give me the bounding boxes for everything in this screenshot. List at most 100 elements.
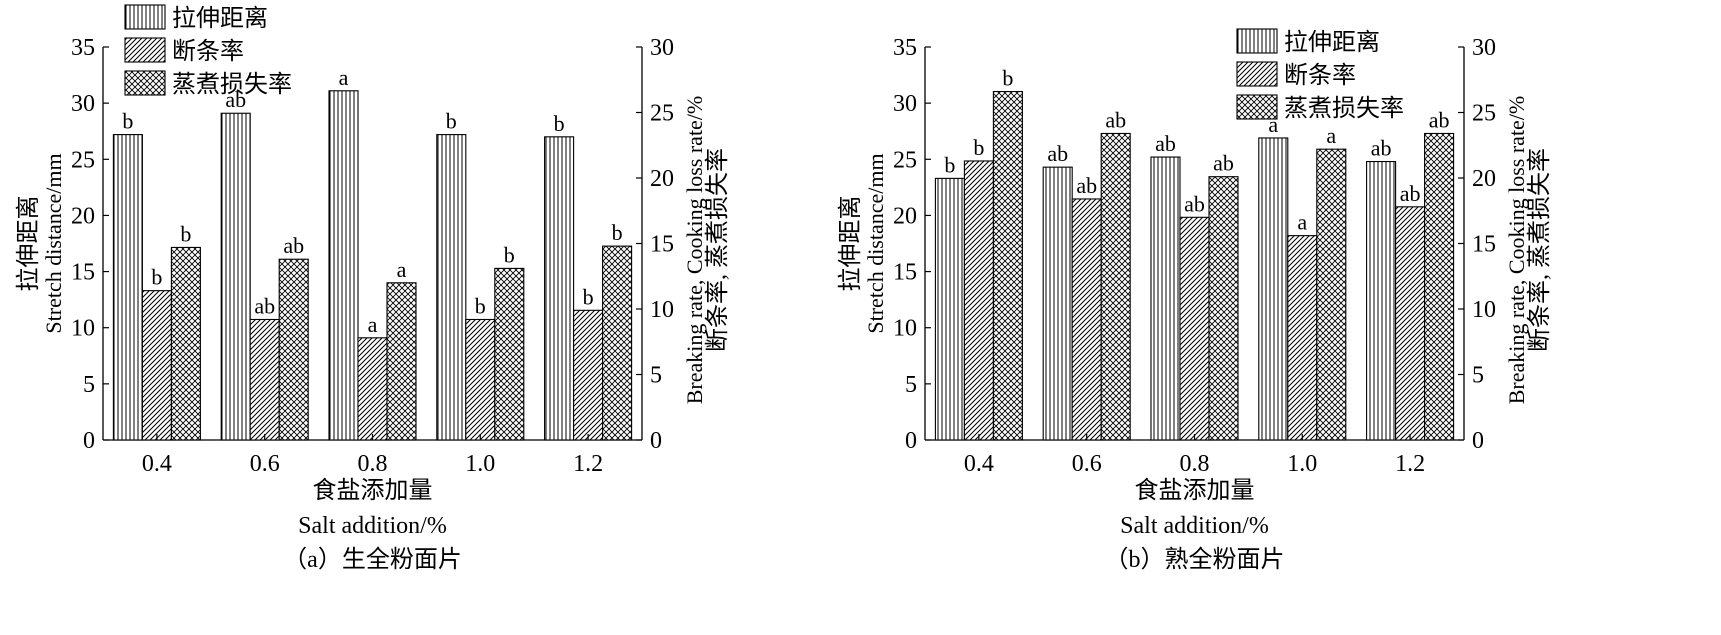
bar — [141, 290, 172, 441]
y-left-tick-label: 25 — [71, 147, 95, 173]
y-left-tick-label: 35 — [71, 35, 95, 61]
bar — [170, 246, 201, 441]
y-left-title-cn: 拉伸距离 — [837, 196, 864, 292]
panel-b: 05101520253035051015202530bbb0.4ababab0.… — [837, 28, 1553, 573]
x-tick-label: 1.2 — [1395, 451, 1425, 477]
bar — [1258, 137, 1289, 441]
y-right-title-cn: 断条率, 蒸煮损失率 — [1526, 148, 1553, 352]
x-tick-label: 0.6 — [250, 451, 280, 477]
x-tick-label: 0.4 — [142, 451, 172, 477]
legend-swatch — [1236, 28, 1278, 54]
legend-label: 蒸煮损失率 — [1284, 95, 1404, 122]
legend-label: 断条率 — [172, 38, 244, 65]
bar-significance-label: a — [397, 257, 407, 282]
bar-significance-label: ab — [1213, 151, 1234, 176]
x-tick-label: 1.2 — [573, 451, 603, 477]
legend-swatch — [1236, 94, 1278, 120]
legend-label: 拉伸距离 — [1284, 29, 1380, 56]
y-left-tick-label: 5 — [905, 372, 917, 398]
y-left-title-en: Stretch distance/mm — [863, 153, 888, 333]
legend-swatch — [124, 70, 166, 96]
y-right-tick-label: 20 — [650, 166, 674, 192]
bar — [602, 245, 633, 441]
y-right-tick-label: 25 — [650, 101, 674, 127]
bar — [328, 90, 359, 441]
bar-significance-label: a — [339, 65, 349, 90]
y-right-title-en: Breaking rate, Cooking loss rate/% — [682, 96, 707, 405]
y-left-tick-label: 0 — [83, 428, 95, 454]
bar-significance-label: ab — [1076, 173, 1097, 198]
y-right-tick-label: 5 — [1472, 363, 1484, 389]
bar — [1100, 132, 1131, 441]
y-left-tick-label: 30 — [893, 91, 917, 117]
bar — [1208, 176, 1239, 441]
bar-significance-label: b — [122, 109, 133, 134]
y-right-title-cn: 断条率, 蒸煮损失率 — [704, 148, 731, 352]
y-right-tick-label: 0 — [1472, 428, 1484, 454]
legend-label: 拉伸距离 — [172, 5, 268, 32]
bar — [992, 90, 1023, 441]
bar — [112, 134, 143, 441]
bar-significance-label: b — [583, 284, 594, 309]
y-right-tick-label: 10 — [650, 297, 674, 323]
bar-significance-label: b — [612, 220, 623, 245]
bar — [544, 136, 575, 441]
bar — [249, 318, 280, 441]
y-right-tick-label: 20 — [1472, 166, 1496, 192]
x-axis-title-cn: 食盐添加量 — [313, 477, 433, 504]
y-right-title-en: Breaking rate, Cooking loss rate/% — [1504, 96, 1529, 405]
bar-significance-label: b — [504, 242, 515, 267]
bar-significance-label: ab — [254, 293, 275, 318]
x-tick-label: 0.8 — [1180, 451, 1210, 477]
bar — [1071, 198, 1102, 441]
x-tick-label: 1.0 — [1287, 451, 1317, 477]
panel-caption: （a）生全粉面片 — [283, 546, 462, 573]
y-left-tick-label: 15 — [893, 260, 917, 286]
y-left-tick-label: 0 — [905, 428, 917, 454]
y-left-tick-label: 15 — [71, 260, 95, 286]
bar — [1150, 156, 1181, 441]
bar-significance-label: b — [475, 293, 486, 318]
panel-a: 05101520253035051015202530bbb0.4ababab0.… — [15, 4, 731, 573]
bar — [1316, 148, 1347, 441]
bar — [1042, 166, 1073, 441]
bar — [386, 282, 417, 441]
bar — [1366, 160, 1397, 441]
x-tick-label: 0.6 — [1072, 451, 1102, 477]
bar-significance-label: a — [1297, 210, 1307, 235]
y-left-tick-label: 25 — [893, 147, 917, 173]
bar-significance-label: ab — [283, 233, 304, 258]
bar-significance-label: b — [151, 265, 162, 290]
bar — [1424, 132, 1455, 441]
panel-caption: （b）熟全粉面片 — [1105, 546, 1285, 573]
bar — [1395, 206, 1426, 441]
bar — [436, 134, 467, 441]
bar-significance-label: ab — [225, 87, 246, 112]
x-tick-label: 0.8 — [358, 451, 388, 477]
x-axis-title-en: Salt addition/% — [298, 513, 447, 539]
bar-significance-label: ab — [1371, 136, 1392, 161]
y-right-tick-label: 0 — [650, 428, 662, 454]
bar-significance-label: ab — [1105, 107, 1126, 132]
y-right-tick-label: 15 — [650, 232, 674, 258]
y-left-title-cn: 拉伸距离 — [15, 196, 42, 292]
y-left-tick-label: 20 — [71, 203, 95, 229]
x-tick-label: 0.4 — [964, 451, 994, 477]
bar-significance-label: ab — [1155, 131, 1176, 156]
y-left-title-en: Stretch distance/mm — [41, 153, 66, 333]
y-right-tick-label: 10 — [1472, 297, 1496, 323]
x-tick-label: 1.0 — [465, 451, 495, 477]
bar — [1287, 235, 1318, 441]
bar-significance-label: ab — [1429, 107, 1450, 132]
legend-label: 蒸煮损失率 — [172, 71, 292, 98]
y-left-tick-label: 10 — [71, 316, 95, 342]
bar-significance-label: b — [973, 135, 984, 160]
y-left-tick-label: 10 — [893, 316, 917, 342]
bar-significance-label: b — [944, 152, 955, 177]
legend-swatch — [124, 4, 166, 30]
bar — [278, 258, 309, 441]
y-left-tick-label: 20 — [893, 203, 917, 229]
bar-significance-label: ab — [1400, 181, 1421, 206]
y-right-tick-label: 5 — [650, 363, 662, 389]
